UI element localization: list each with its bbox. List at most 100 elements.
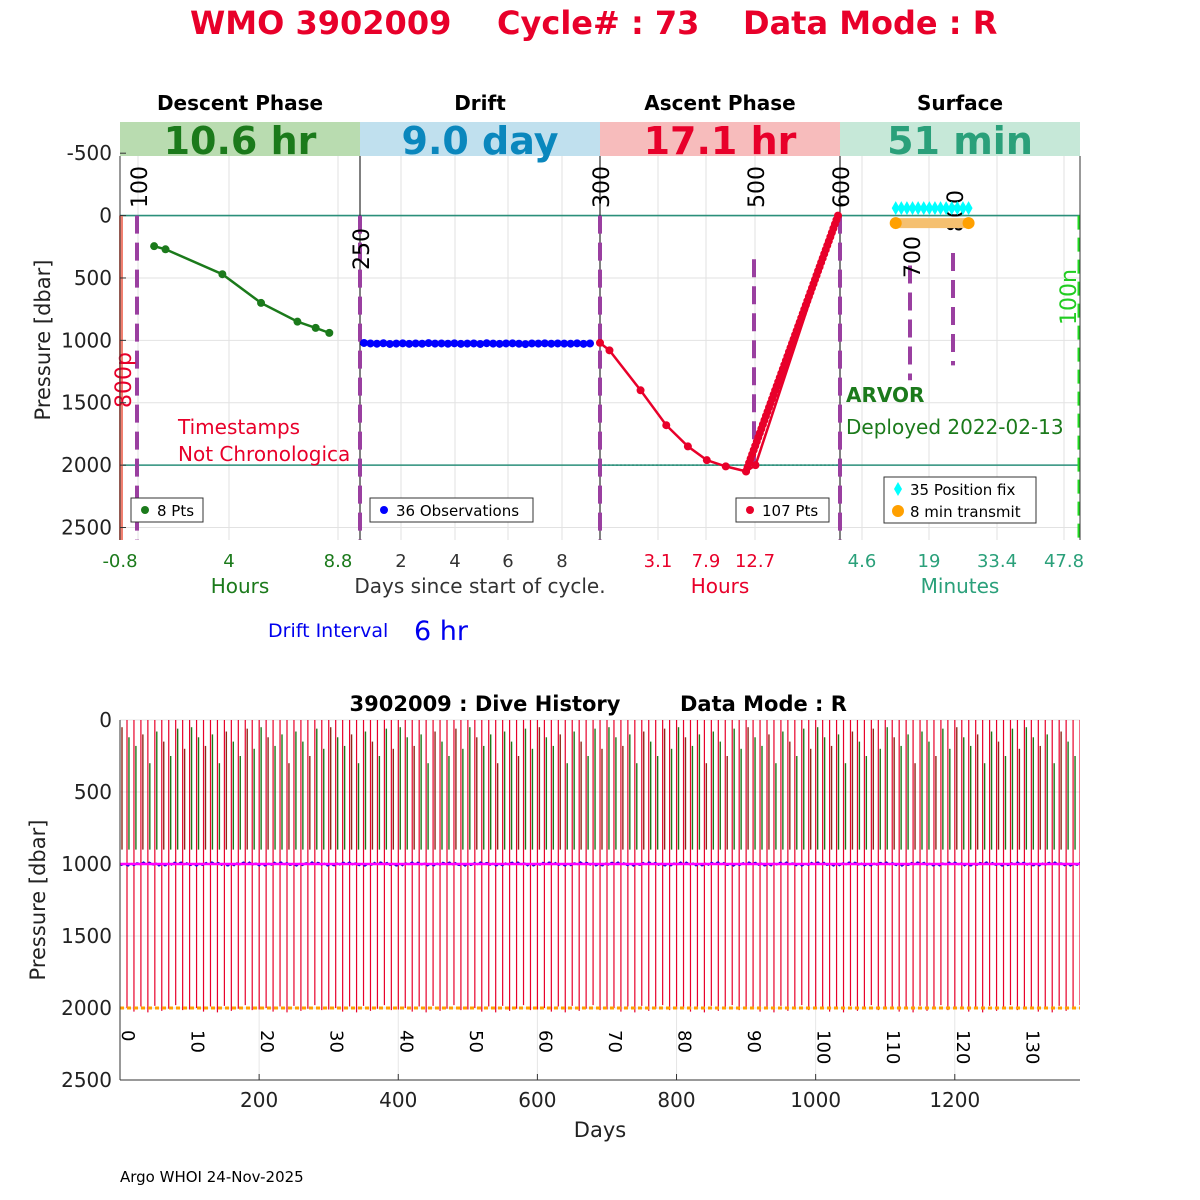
- phase-duration-1: 9.0 day: [402, 119, 559, 163]
- legend-transmit-label: 8 min transmit: [910, 503, 1021, 521]
- ascent-point: [596, 338, 604, 347]
- drift-point: [372, 339, 381, 348]
- vertical-label-800p: 800p: [112, 352, 137, 408]
- history-xtick-label: 800: [657, 1088, 695, 1112]
- drift-point: [566, 339, 575, 348]
- legend-descent-marker: [141, 506, 149, 514]
- drift-point: [418, 339, 427, 348]
- position-fix-point: [942, 201, 951, 216]
- phase-name-1: Drift: [454, 91, 506, 115]
- phase-xtick-label: 47.8: [1044, 551, 1084, 572]
- drift-point: [586, 339, 594, 348]
- ascent-point: [834, 211, 842, 220]
- descent-point: [311, 323, 320, 332]
- phase-bar-0: [120, 122, 360, 156]
- cycle-number-label: 100: [813, 1030, 834, 1064]
- vertical-label-700: 700: [901, 236, 926, 278]
- history-ytick-label: 1500: [61, 924, 112, 948]
- title-mode: Data Mode : R: [743, 4, 997, 42]
- vertical-label-250: 250: [350, 228, 375, 270]
- position-fix-point: [919, 201, 928, 216]
- drift-point: [482, 339, 491, 348]
- drift-point: [398, 339, 407, 348]
- ascent-point: [605, 346, 614, 355]
- phase-xlabel-2: Hours: [691, 574, 750, 598]
- drift-point: [514, 339, 523, 348]
- cycle-number-label: 90: [743, 1030, 764, 1053]
- cycle-number-label: 120: [952, 1030, 973, 1064]
- position-fix-point: [908, 201, 917, 216]
- drift-point: [437, 339, 446, 348]
- descent-point: [218, 270, 227, 279]
- history-mode: Data Mode : R: [680, 692, 847, 716]
- vertical-label-300: 300: [590, 166, 615, 208]
- drift-point: [392, 339, 401, 348]
- position-fix-point: [891, 201, 900, 216]
- legend-descent-label: 8 Pts: [157, 502, 194, 520]
- history-xtick-label: 1000: [790, 1088, 841, 1112]
- transmit-point: [889, 217, 902, 230]
- history-xtick-label: 400: [379, 1088, 417, 1112]
- drift-point: [476, 339, 485, 348]
- cycle-number-label: 80: [674, 1030, 695, 1053]
- drift-point: [405, 339, 414, 348]
- float-type: ARVOR: [846, 383, 924, 407]
- legend-transmit-marker: [892, 505, 904, 517]
- history-data-layer: [120, 720, 1080, 1013]
- phase-name-2: Ascent Phase: [644, 91, 795, 115]
- title-wmo: WMO 3902009: [190, 4, 451, 42]
- ascent-point: [751, 461, 760, 470]
- drift-point: [540, 339, 549, 348]
- position-fix-point: [953, 201, 962, 216]
- history-ytick-label: 2500: [61, 1068, 112, 1092]
- ascent-point: [721, 462, 730, 471]
- phase-xlabel-1: Days since start of cycle.: [354, 574, 605, 598]
- phase-duration-2: 17.1 hr: [644, 119, 797, 163]
- history-ytick-label: 1000: [61, 852, 112, 876]
- ascent-point: [662, 421, 671, 430]
- transmit-point: [962, 217, 975, 230]
- drift-point: [456, 339, 465, 348]
- history-xtick-label: 200: [240, 1088, 278, 1112]
- main-title: WMO 3902009 Cycle# : 73 Data Mode : R: [190, 4, 997, 42]
- phase-name-0: Descent Phase: [157, 91, 323, 115]
- drift-point: [463, 339, 472, 348]
- drift-point: [450, 339, 459, 348]
- drift-point: [579, 339, 588, 348]
- history-ytick-label: 500: [74, 780, 112, 804]
- position-fix-point: [964, 201, 973, 216]
- top-ytick-label: 0: [99, 204, 112, 228]
- cycle-number-label: 30: [326, 1030, 347, 1053]
- drift-point: [508, 339, 517, 348]
- drift-point: [489, 339, 498, 348]
- top-ylabel: Pressure [dbar]: [31, 260, 55, 421]
- cycle-number-label: 40: [395, 1030, 416, 1053]
- phase-bar-2: [600, 122, 840, 156]
- phase-xtick-label: 4.6: [848, 551, 877, 572]
- drift-point: [385, 339, 394, 348]
- cycle-number-label: 50: [465, 1030, 486, 1053]
- position-fix-point: [902, 201, 911, 216]
- phase-duration-3: 51 min: [887, 119, 1033, 163]
- phase-duration-0: 10.6 hr: [164, 119, 317, 163]
- phase-xtick-label: 4: [223, 551, 234, 572]
- vertical-label-100n: 100n: [1057, 269, 1082, 325]
- history-xtick-label: 600: [518, 1088, 556, 1112]
- cycle-number-label: 0: [117, 1030, 138, 1041]
- phase-xtick-label: 8.8: [324, 551, 353, 572]
- drift-point: [443, 339, 452, 348]
- phase-bar-3: [840, 122, 1080, 156]
- legend-drift-label: 36 Observations: [396, 502, 519, 520]
- phase-name-3: Surface: [917, 91, 1003, 115]
- timestamps-warning-line1: Timestamps: [177, 415, 300, 439]
- cycle-number-label: 110: [882, 1030, 903, 1064]
- phase-xtick-label: 8: [556, 551, 567, 572]
- position-fix-point: [930, 201, 939, 216]
- drift-point: [521, 340, 530, 349]
- drift-point: [527, 339, 536, 348]
- ascent-point: [702, 456, 711, 465]
- position-fix-point: [947, 201, 956, 216]
- history-ylabel: Pressure [dbar]: [26, 820, 50, 981]
- descent-point: [325, 328, 334, 337]
